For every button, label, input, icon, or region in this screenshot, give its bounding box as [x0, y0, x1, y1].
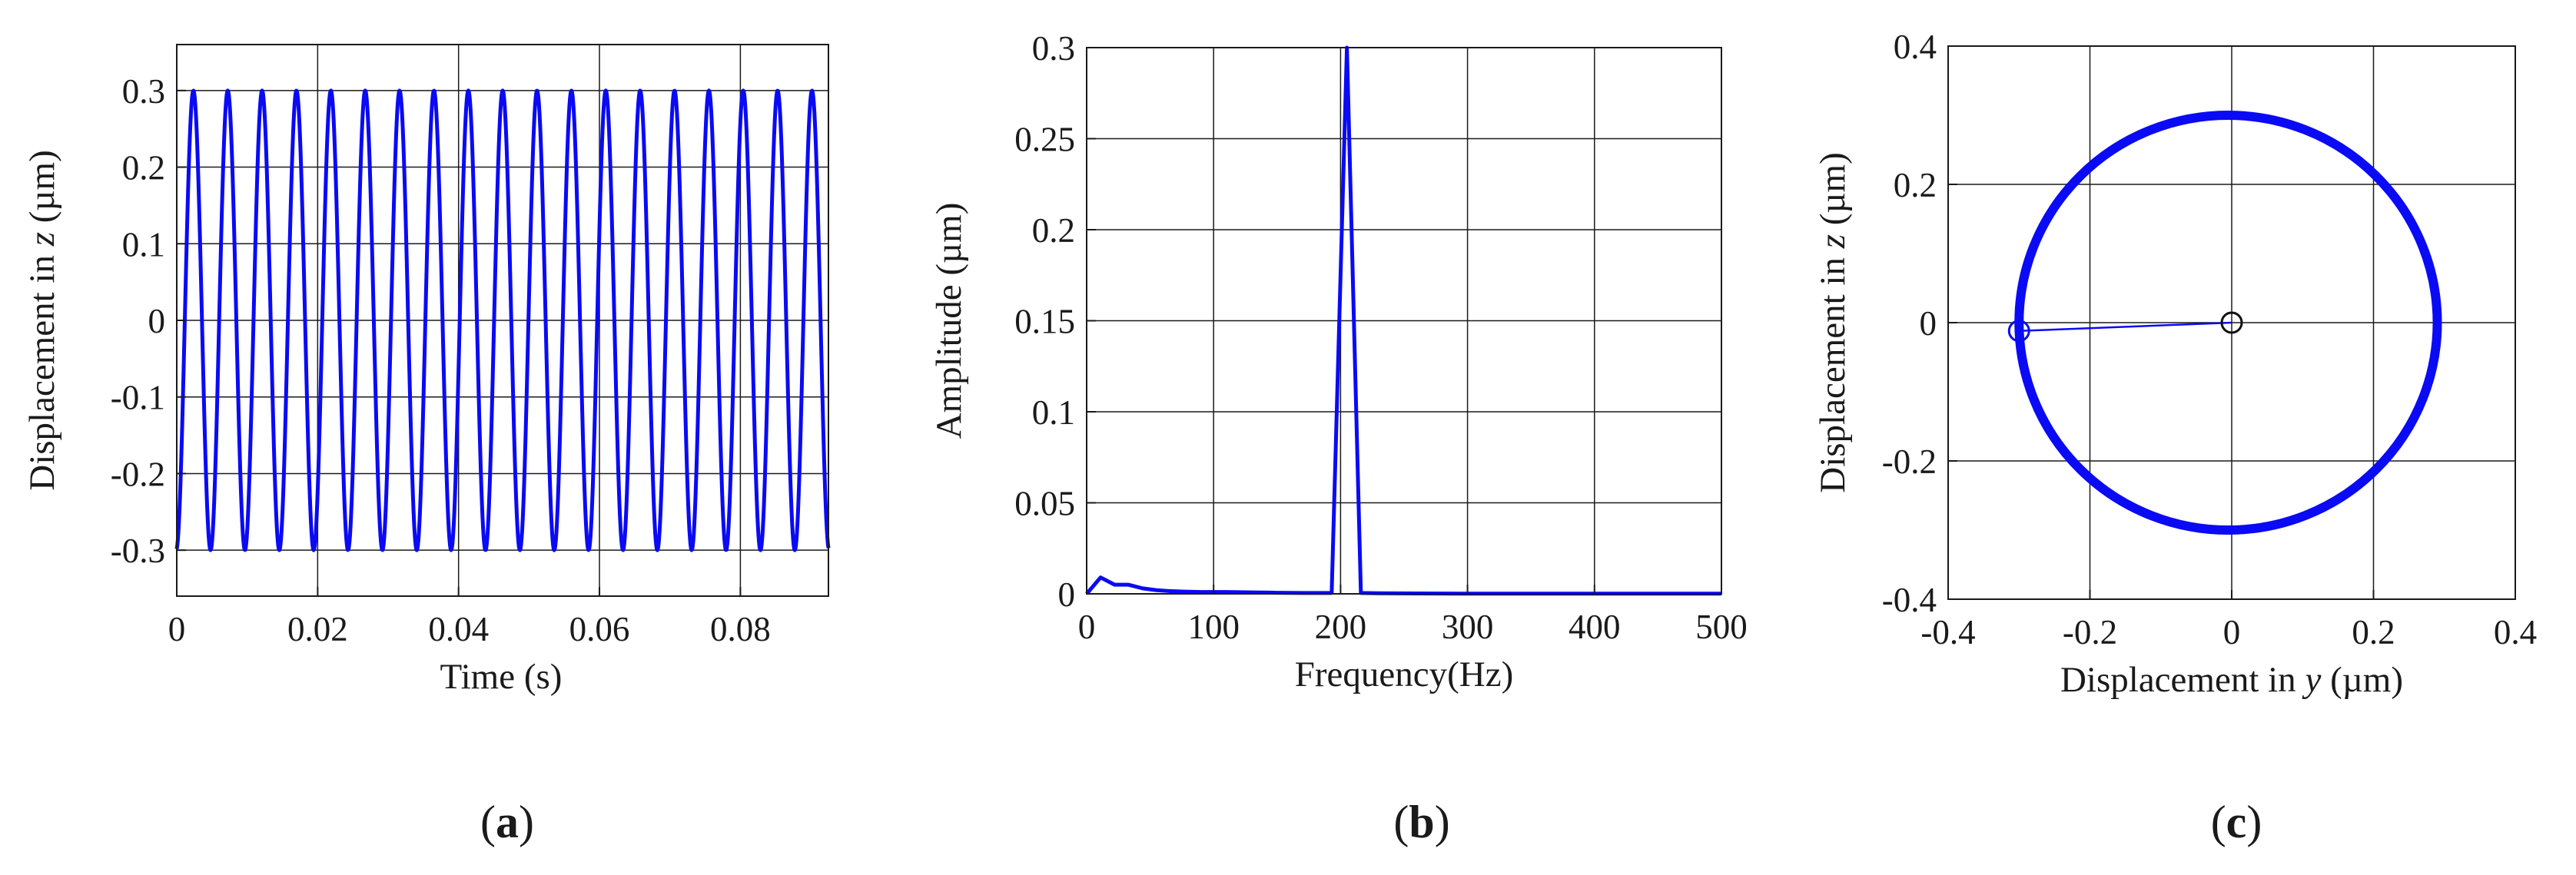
panel-label-open: (	[2211, 797, 2226, 847]
chart-b: 0 100 200 300 400 500 0 0.05 0.1 0.15 0.2 0.25 0.3 Fr…	[929, 29, 1748, 847]
chart-c: -0.4 -0.2 0 0.2 0.4 -0.4 -0.2 0 0.2 0.4 Displaceme…	[1813, 28, 2537, 847]
x-tick-label: 0	[168, 610, 186, 648]
orbit-circle	[2014, 111, 2442, 535]
y-tick-label: 0.25	[1014, 121, 1075, 159]
axis-label-prefix: Displacement in	[1813, 248, 1853, 492]
orbit-start-marker	[2007, 320, 2030, 343]
x-tick-label: 400	[1569, 608, 1621, 646]
x-tick-label: 0	[1078, 608, 1096, 646]
x-tick-label: 0.06	[569, 610, 630, 648]
y-tick-label: 0	[1920, 304, 1937, 343]
x-axis-label: Time (s)	[440, 657, 563, 697]
x-tick-label: 200	[1315, 608, 1367, 646]
x-tick-label: 0.4	[2494, 613, 2537, 651]
y-tick-label: 0.1	[122, 225, 165, 263]
panel-label: (a)	[480, 797, 534, 847]
axis-label-suffix: (µm)	[1813, 152, 1853, 234]
y-tick-label: 0.15	[1014, 303, 1075, 341]
panel-label-close: )	[2246, 797, 2262, 847]
x-tick-label: 0	[2223, 613, 2241, 651]
y-tick-label: 0	[1058, 575, 1076, 614]
y-tick-label: 0.05	[1014, 485, 1075, 523]
radius-line	[2019, 321, 2232, 333]
x-tick-label: -0.2	[2063, 613, 2117, 651]
x-tick-label: 500	[1695, 608, 1748, 646]
x-tick-label: 300	[1442, 608, 1494, 646]
axis-label-var: z	[1813, 234, 1853, 249]
y-tick-label: 0.3	[122, 72, 165, 111]
panel-label-close: )	[519, 797, 534, 847]
axis-label-var: z	[22, 232, 62, 247]
x-tick-label: 0.04	[428, 610, 489, 648]
axis-label-prefix: Displacement in	[2060, 660, 2305, 700]
y-tick-label: 0	[148, 302, 166, 340]
y-tick-label: 0.1	[1032, 393, 1075, 432]
panel-label-letter: c	[2226, 797, 2247, 847]
y-tick-label: 0.2	[1894, 166, 1937, 204]
y-axis-label: Amplitude (µm)	[929, 203, 969, 439]
series-line-displacement-z	[174, 88, 831, 552]
y-axis-label: Displacement in z (µm)	[1813, 152, 1853, 492]
x-axis-label: Frequency(Hz)	[1295, 655, 1513, 694]
y-tick-label: -0.2	[1882, 442, 1937, 481]
axis-label-var: y	[2302, 660, 2321, 700]
panel-label: (c)	[2211, 797, 2262, 847]
y-tick-label: 0.2	[1032, 211, 1075, 250]
orbit-center-marker	[2220, 311, 2243, 334]
x-tick-label: 0.2	[2352, 613, 2395, 651]
x-tick-label: 100	[1187, 608, 1240, 646]
y-tick-label: -0.2	[111, 455, 165, 493]
panel-label-open: (	[480, 797, 496, 847]
axis-label-suffix: (µm)	[22, 150, 62, 232]
y-tick-label: -0.3	[111, 532, 165, 570]
chart-a: 0 0.02 0.04 0.06 0.08 -0.3 -0.2 -0.1 0 0.1 0.2 0.3 T…	[22, 44, 831, 847]
x-tick-label: 0.08	[710, 610, 771, 648]
y-axis-label: Displacement in z (µm)	[22, 150, 62, 490]
y-tick-label: 0.4	[1894, 28, 1937, 66]
panel-label-open: (	[1393, 797, 1409, 847]
x-axis-label: Displacement in y (µm)	[2060, 660, 2403, 700]
y-tick-label: -0.4	[1882, 581, 1937, 619]
y-tick-label: -0.1	[111, 379, 165, 417]
axis-label-suffix: (µm)	[2321, 660, 2403, 700]
x-tick-label: 0.02	[287, 610, 348, 648]
panel-label: (b)	[1393, 797, 1449, 847]
panel-label-letter: b	[1409, 797, 1434, 847]
panel-label-close: )	[1435, 797, 1450, 847]
y-tick-label: 0.3	[1032, 29, 1075, 68]
axis-label-prefix: Displacement in	[22, 246, 62, 490]
x-tick-label: -0.4	[1920, 613, 1975, 651]
panel-label-letter: a	[496, 797, 519, 847]
y-tick-label: 0.2	[122, 149, 165, 187]
